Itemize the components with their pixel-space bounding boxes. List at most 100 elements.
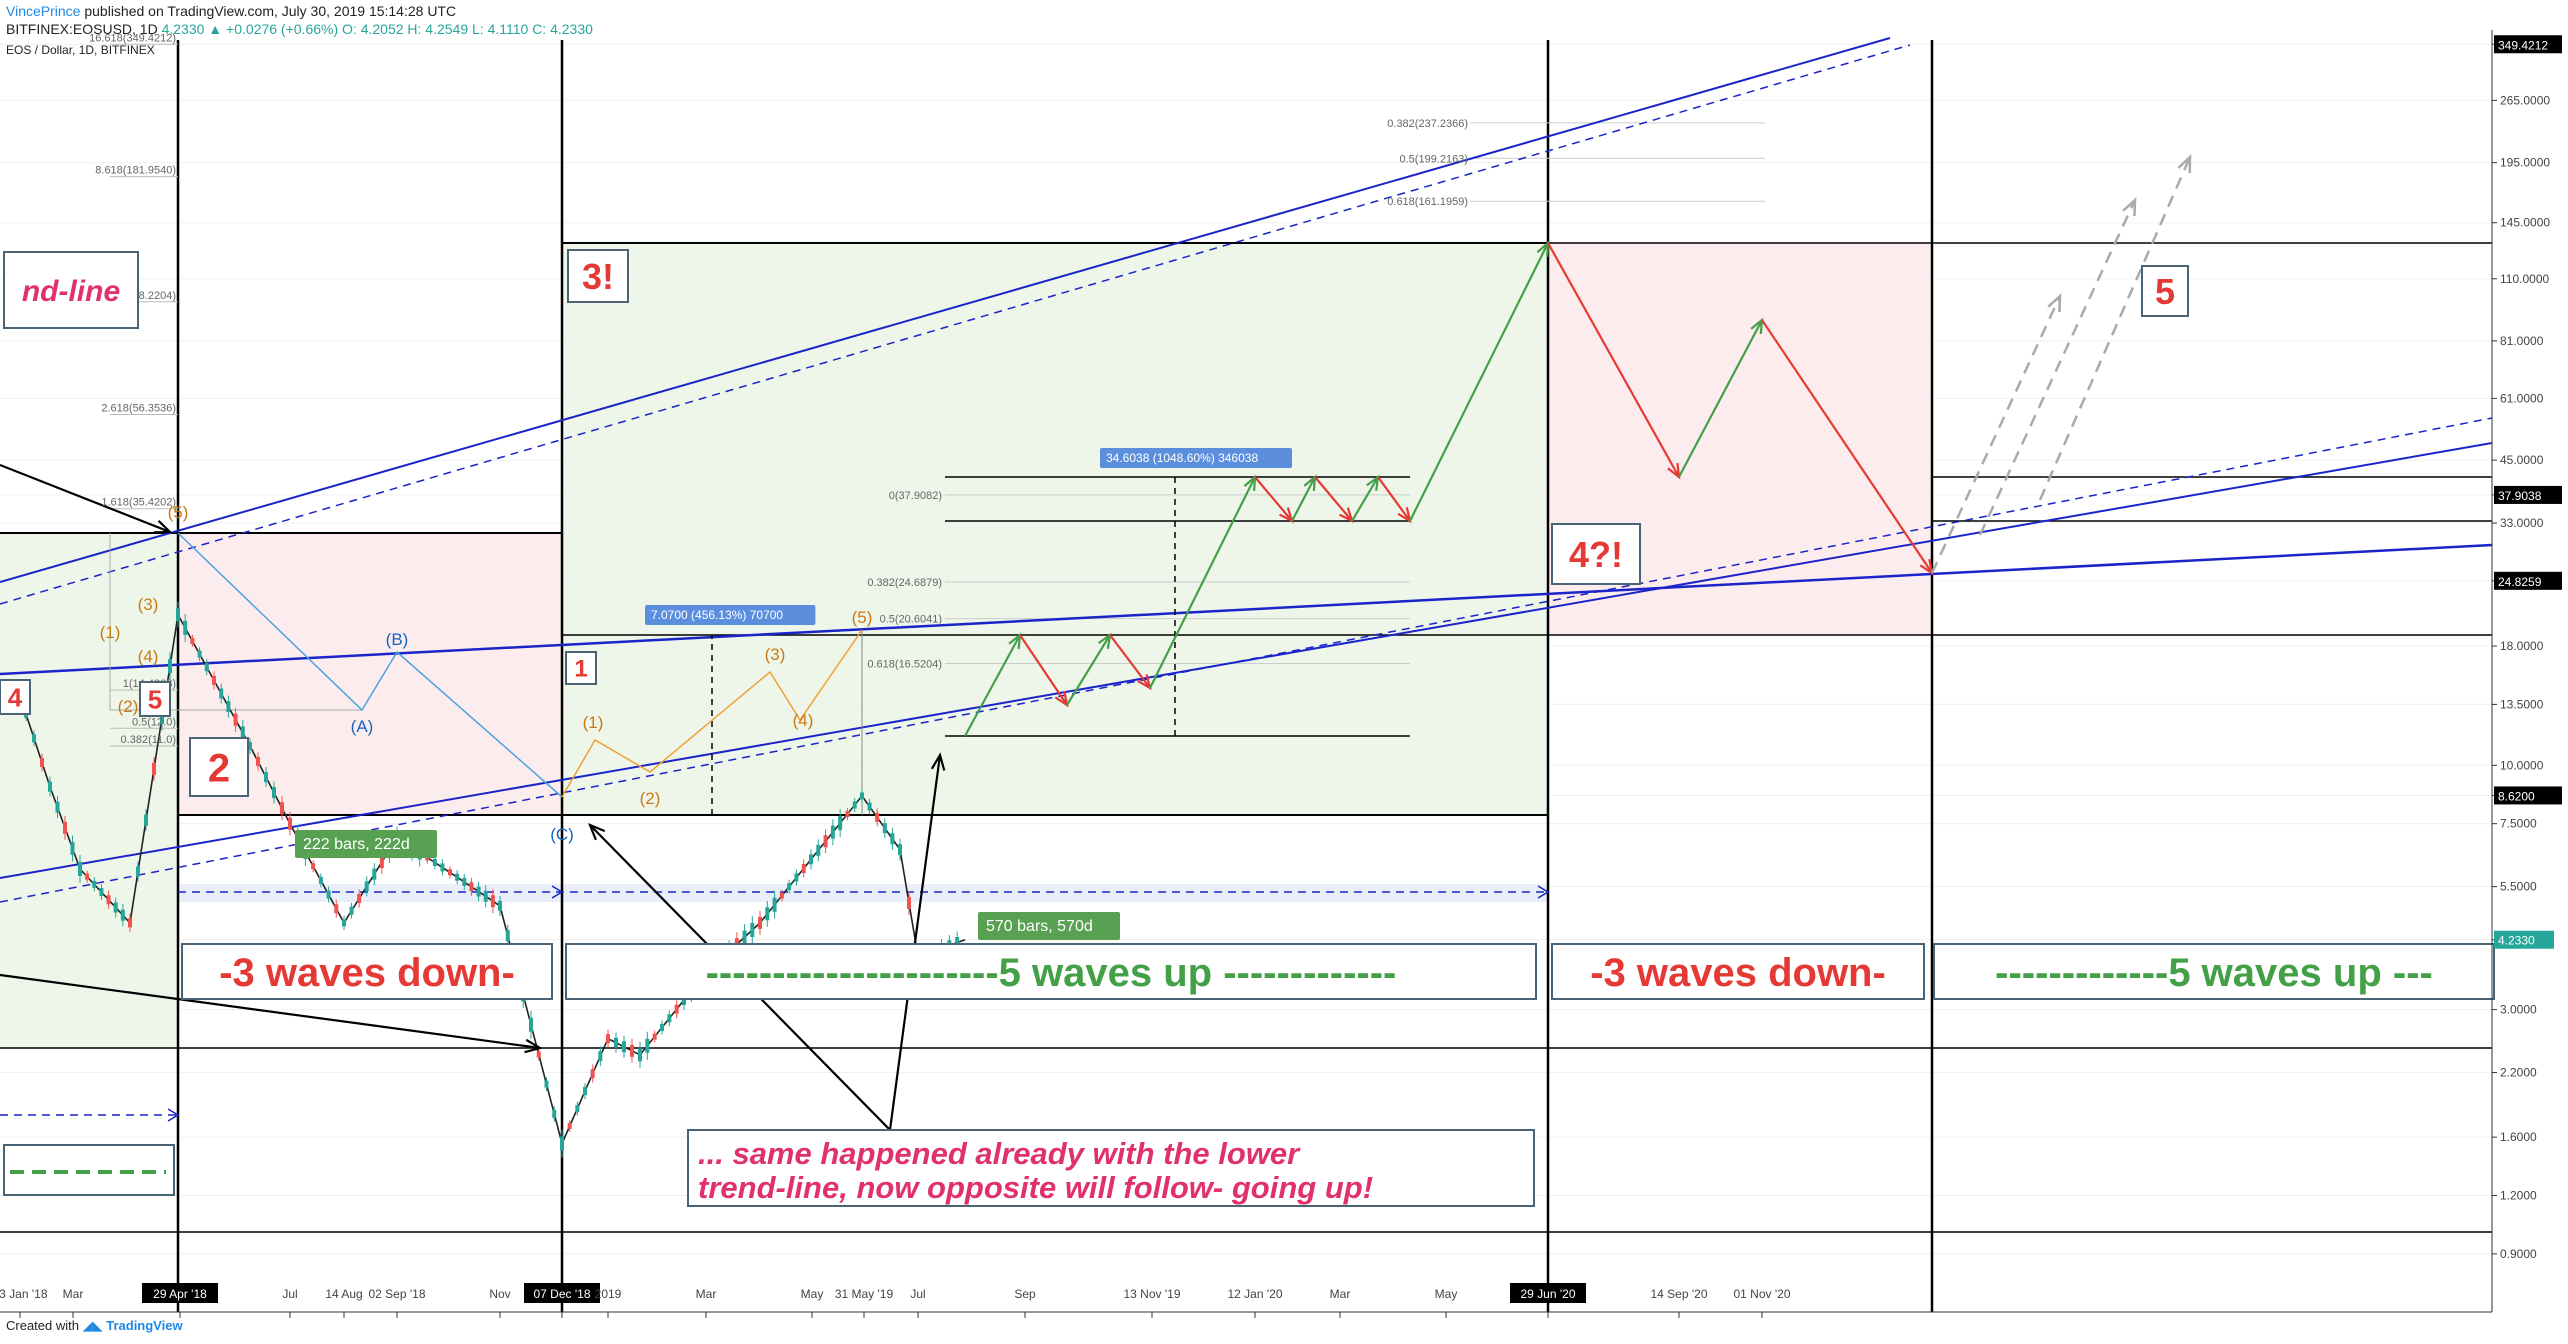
created-with: Created with [6, 1318, 79, 1333]
wave2-label-box [189, 737, 249, 797]
candle-body [606, 1034, 610, 1044]
candle-body [197, 650, 202, 658]
zone-wave3-green [562, 243, 1548, 815]
y-tick-label: 110.0000 [2500, 272, 2549, 286]
candle-body [248, 741, 252, 750]
candle-body [183, 620, 188, 635]
bull-projection-arrow [1291, 476, 1316, 522]
fib-mid-label: 0.618(16.5204) [867, 658, 942, 670]
wave-count-label: (5) [168, 503, 189, 522]
candle-body [622, 1041, 626, 1053]
candle-body [334, 904, 339, 914]
measure-label-box [645, 605, 816, 625]
callout-arrow [0, 463, 171, 534]
arrow-head [2047, 293, 2062, 313]
wave1-label-box [565, 651, 597, 685]
x-tick-label: Mar [696, 1287, 717, 1301]
publisher-name[interactable]: VincePrince [6, 3, 81, 19]
range-arrow-head [551, 885, 564, 899]
candle-body [212, 675, 216, 685]
candle-body [852, 801, 857, 809]
wave5-left-label-box [139, 681, 171, 717]
range-label: 222 bars, 222d [303, 836, 410, 853]
x-tick-label: Sep [1014, 1287, 1036, 1301]
y-tick-label: 265.0000 [2500, 93, 2550, 107]
candle-body [70, 841, 75, 855]
candle-body [448, 869, 452, 876]
wave-count-label: (1) [100, 623, 121, 642]
y-tick-label: 349.4212 [2498, 38, 2548, 52]
candle-body [544, 1080, 549, 1088]
candle-body [630, 1044, 634, 1057]
symbol: BITFINEX:EOSUSD, 1D [6, 21, 158, 37]
candle-body [92, 880, 97, 888]
candle-body [875, 812, 880, 822]
candle-body [342, 919, 346, 927]
wave3-label-box [567, 249, 629, 303]
y-tick-label: 5.5000 [2500, 880, 2537, 894]
fib-right-label: 0.382(237.2366) [1387, 118, 1468, 130]
candle-body [667, 1014, 672, 1023]
y-tick-label: 81.0000 [2500, 334, 2544, 348]
y-tick-label: 0.9000 [2500, 1247, 2537, 1261]
wave3-label: 3! [582, 256, 614, 297]
range-label-box [978, 912, 1120, 940]
tradingview-brand[interactable]: TradingView [106, 1318, 183, 1333]
candle-body [830, 825, 835, 839]
bear-projection-arrow [1314, 476, 1353, 522]
candle-body [455, 873, 460, 881]
bull-projection-arrow [1149, 476, 1256, 689]
candle-body [318, 876, 323, 884]
fib-right-label: 0.5(199.2163) [1400, 153, 1469, 165]
y-tick-label: 8.6200 [2498, 789, 2535, 803]
bear-projection-arrow [1761, 319, 1933, 574]
lower-channel-dashed [0, 417, 2493, 903]
footer: Created with ◢◣ TradingView [6, 1318, 183, 1334]
y-tick-label: 10.0000 [2500, 758, 2544, 772]
candle-body [598, 1051, 603, 1062]
y-tick-label: 24.8259 [2498, 575, 2542, 589]
candle-body [882, 823, 887, 834]
fib-right-label: 0.618(161.1959) [1387, 196, 1468, 208]
wave4-label-box [1551, 523, 1641, 585]
upper-channel-solid [0, 37, 1891, 583]
candle-body [955, 937, 960, 949]
candle-body [144, 814, 148, 826]
candle-body [898, 844, 902, 856]
candle-body [288, 817, 292, 830]
x-tick-label: 02 Sep '18 [368, 1287, 425, 1301]
candle-body [63, 821, 67, 834]
y-tick-label: 4.2330 [2498, 934, 2535, 948]
candle-body [772, 897, 777, 912]
candle-body [794, 873, 799, 882]
x-tick-label: 14 Sep '20 [1650, 1287, 1707, 1301]
waves-up-right: -------------5 waves up --- [1995, 951, 2433, 995]
y-tick-highlight [2494, 571, 2562, 590]
candle-body [483, 890, 488, 902]
wave5-label-box [2141, 265, 2189, 317]
candle-body [113, 902, 118, 913]
candle-body [349, 906, 354, 915]
x-tick-label: 2019 [595, 1287, 622, 1301]
wave-count-label: (4) [138, 647, 159, 666]
candle-body [106, 895, 111, 905]
fib-left-label: 1.618(35.4202) [101, 497, 176, 509]
trendline-label-box [3, 251, 139, 329]
candle-body [78, 861, 82, 876]
current-price-tag [2494, 930, 2554, 949]
chart-header: VincePrince published on TradingView.com… [6, 2, 593, 38]
measure-label-box [1100, 448, 1292, 468]
candle-body [490, 895, 495, 908]
wave-count-label: (3) [138, 595, 159, 614]
wave-count-label: (C) [550, 825, 574, 844]
wave4-left-label-box [0, 679, 31, 715]
y-tick-label: 195.0000 [2500, 156, 2550, 170]
candle-body [440, 863, 445, 872]
candle-body [590, 1069, 595, 1079]
y-tick-label: 61.0000 [2500, 391, 2544, 405]
candle-body [750, 922, 755, 937]
candle-body [379, 856, 384, 869]
labels: 16.618(349.4212)8.618(181.9540)4.618(98.… [0, 32, 2495, 1207]
y-tick-label: 7.5000 [2500, 817, 2537, 831]
